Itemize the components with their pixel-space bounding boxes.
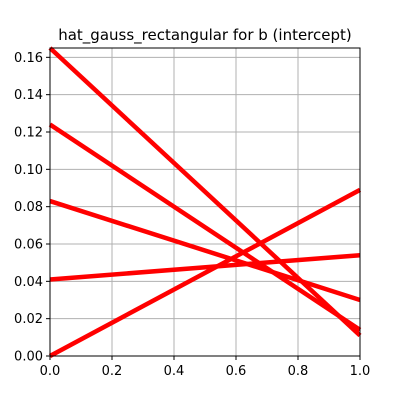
x-tick-label: 0.8 [288, 364, 309, 379]
y-tick-label: 0.00 [14, 350, 43, 365]
x-tick-label: 0.6 [226, 364, 247, 379]
y-tick-label: 0.16 [14, 51, 43, 66]
y-tick-label: 0.06 [14, 238, 43, 253]
series-line-3 [49, 198, 361, 303]
y-tick-label: 0.08 [14, 200, 43, 215]
chart-title: hat_gauss_rectangular for b (intercept) [58, 26, 352, 45]
series-layer [48, 46, 362, 358]
axes-frame [49, 47, 361, 357]
series-line-1 [48, 46, 362, 338]
series-line-2 [48, 122, 362, 332]
x-tick-label: 0.4 [164, 364, 185, 379]
x-tick-label: 0.2 [102, 364, 123, 379]
series-line-4 [49, 252, 361, 282]
x-tick-label: 0.0 [40, 364, 61, 379]
y-tick-label: 0.14 [14, 88, 43, 103]
grid [49, 48, 361, 357]
y-tick-label: 0.12 [14, 126, 43, 141]
ticks: 0.0 0.2 0.4 0.6 0.8 1.0 0.00 0.02 0.04 0.06 0.08 0.… [14, 51, 370, 379]
y-tick-label: 0.04 [14, 275, 43, 290]
series-line-5 [48, 187, 362, 358]
y-tick-label: 0.10 [14, 163, 43, 178]
y-tick-label: 0.02 [14, 312, 43, 327]
x-tick-label: 1.0 [350, 364, 371, 379]
